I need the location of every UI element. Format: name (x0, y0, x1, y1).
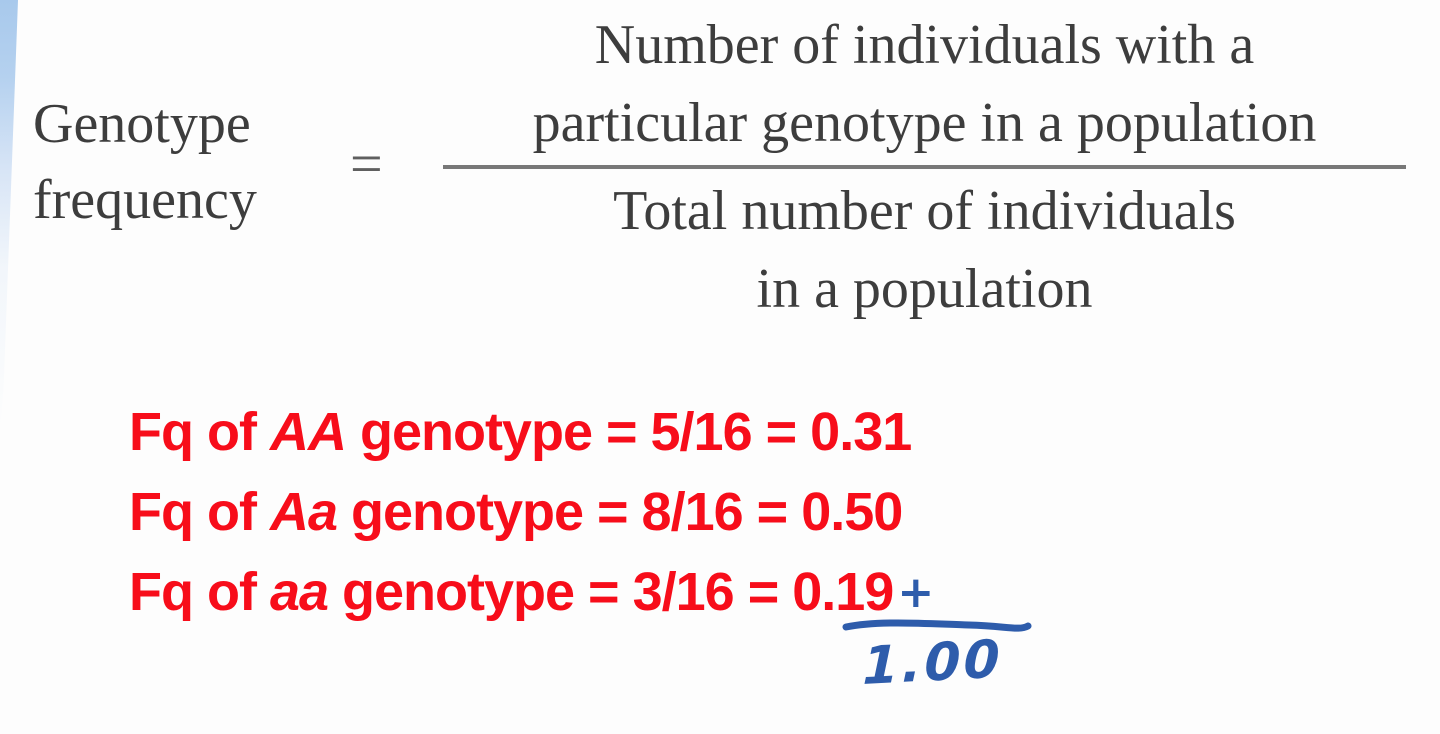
equals-sign: = (350, 131, 383, 196)
slide-edge-decoration (0, 0, 18, 430)
genotype-symbol: Aa (269, 482, 338, 542)
fq-prefix: Fq of (129, 562, 270, 622)
handwritten-underline (842, 619, 1032, 632)
formula-lhs: Genotype frequency (33, 86, 257, 238)
denominator-line1: Total number of individuals (613, 180, 1236, 242)
numerator-line1: Number of individuals with a (594, 14, 1255, 76)
formula-lhs-line2: frequency (33, 169, 257, 231)
formula-lhs-line1: Genotype (33, 93, 251, 155)
fraction-denominator: Total number of individuals in a populat… (443, 169, 1406, 328)
fq-prefix: Fq of (129, 482, 270, 542)
numerator-line2: particular genotype in a population (532, 92, 1317, 154)
formula-fraction: Number of individuals with a particular … (443, 6, 1406, 328)
genotype-symbol: AA (269, 402, 347, 462)
fq-line-Aa: Fq of Aa genotype = 8/16 = 0.50 (129, 472, 933, 552)
fq-result: genotype = 3/16 = 0.19 (328, 562, 894, 622)
fq-result: genotype = 8/16 = 0.50 (336, 482, 903, 542)
fq-prefix: Fq of (129, 402, 270, 462)
genotype-symbol: aa (269, 562, 329, 622)
denominator-line2: in a population (756, 258, 1093, 320)
fq-result: genotype = 5/16 = 0.31 (345, 402, 912, 462)
genotype-frequency-calculations: Fq of AA genotype = 5/16 = 0.31 Fq of Aa… (129, 392, 934, 633)
fq-line-AA: Fq of AA genotype = 5/16 = 0.31 (129, 392, 933, 472)
handwritten-total: 1.00 (862, 629, 1004, 697)
fraction-numerator: Number of individuals with a particular … (443, 6, 1406, 169)
fq-line-aa: Fq of aa genotype = 3/16 = 0.19+ (129, 552, 934, 633)
handwritten-plus: + (897, 567, 934, 618)
